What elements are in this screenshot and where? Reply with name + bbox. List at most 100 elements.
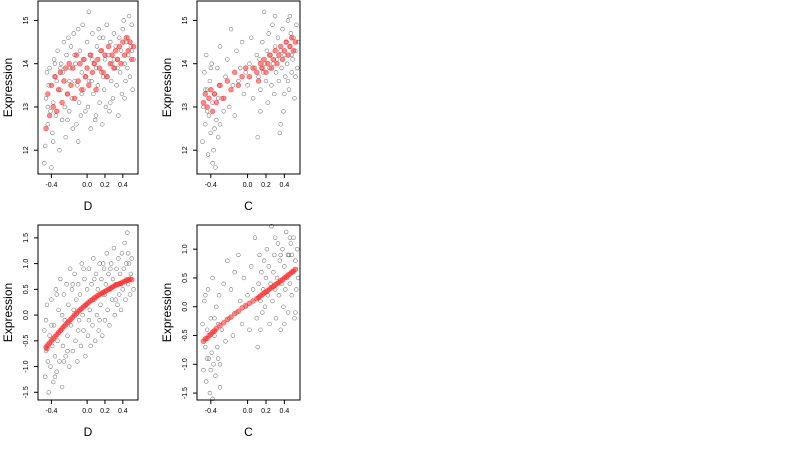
fitted-point <box>70 65 76 71</box>
fitted-point <box>45 91 51 97</box>
observed-point <box>217 385 223 390</box>
observed-point <box>52 374 58 380</box>
observed-point <box>79 70 84 75</box>
x-axis-label: D <box>84 199 93 213</box>
observed-point <box>200 139 205 144</box>
observed-point <box>88 126 93 131</box>
observed-point <box>206 356 212 361</box>
observed-point <box>285 78 291 84</box>
observed-point <box>82 276 87 282</box>
observed-point <box>200 321 205 327</box>
y-tick-label: 0.0 <box>23 310 30 320</box>
observed-point <box>65 117 70 123</box>
fitted-point <box>213 99 220 106</box>
fitted-point <box>263 69 269 76</box>
fitted-point <box>202 91 208 97</box>
observed-point <box>294 287 299 292</box>
observed-point <box>217 44 223 49</box>
fitted-point <box>73 52 80 58</box>
observed-point <box>125 65 130 71</box>
observed-point <box>78 343 84 349</box>
observed-point <box>76 100 82 105</box>
observed-point <box>241 275 247 281</box>
plot-frame <box>37 0 139 175</box>
observed-point <box>278 122 283 127</box>
observed-point <box>42 143 48 149</box>
observed-series <box>42 9 136 170</box>
observed-point <box>49 323 54 328</box>
observed-point <box>217 362 223 367</box>
observed-point <box>215 344 220 350</box>
observed-point <box>293 258 298 263</box>
observed-point <box>204 356 210 361</box>
observed-point <box>266 31 271 36</box>
fitted-point <box>91 61 97 67</box>
panel-top-left-expression-vs-d: -0.4 0.0 0.2 0.4 12 13 14 15 D Expression <box>1 0 139 213</box>
fitted-point <box>87 52 94 58</box>
observed-point <box>83 354 88 359</box>
observed-point <box>208 367 213 373</box>
observed-point <box>65 348 70 354</box>
observed-point <box>129 22 134 27</box>
observed-point <box>203 344 208 350</box>
observed-point <box>43 96 49 101</box>
observed-point <box>284 61 290 66</box>
observed-point <box>69 287 75 292</box>
observed-point <box>64 52 69 58</box>
fitted-point <box>48 82 55 89</box>
fitted-point <box>125 48 131 54</box>
observed-point <box>102 318 108 323</box>
observed-point <box>212 126 217 131</box>
observed-point <box>43 318 49 323</box>
observed-point <box>87 307 92 313</box>
observed-point <box>263 275 269 281</box>
observed-point <box>70 282 75 287</box>
observed-point <box>211 362 216 367</box>
fitted-point <box>246 73 253 80</box>
fitted-point <box>213 325 220 332</box>
observed-point <box>204 327 210 332</box>
fitted-point <box>114 56 121 63</box>
observed-point <box>267 321 272 327</box>
fitted-point <box>261 56 267 63</box>
observed-point <box>91 91 96 97</box>
observed-point <box>263 78 269 84</box>
fitted-point <box>277 43 284 50</box>
x-tick-label: 0.4 <box>279 182 289 189</box>
observed-point <box>57 148 62 153</box>
fitted-point <box>250 65 256 71</box>
observed-point <box>62 104 67 110</box>
observed-point <box>275 35 281 40</box>
x-axis-label: C <box>244 199 253 213</box>
fitted-point <box>287 43 293 50</box>
x-tick-label: -0.4 <box>45 182 57 189</box>
fitted-point <box>204 104 210 110</box>
x-tick-label: 0.4 <box>118 182 128 189</box>
observed-point <box>115 302 120 307</box>
observed-point <box>252 235 258 240</box>
fitted-point <box>206 95 212 102</box>
observed-point <box>276 78 282 84</box>
observed-point <box>223 74 228 79</box>
x-tick-label: 0.0 <box>82 408 92 415</box>
fitted-point <box>285 52 291 58</box>
observed-point <box>239 39 245 45</box>
fitted-series <box>43 276 135 352</box>
plot-frame <box>37 224 139 401</box>
y-tick-label: 13 <box>182 103 189 111</box>
observed-point <box>71 307 76 313</box>
x-tick-label: 0.4 <box>279 408 289 415</box>
plot-frame <box>196 0 301 175</box>
observed-point <box>275 241 281 246</box>
x-tick-label: -0.4 <box>205 182 217 189</box>
observed-point <box>258 87 263 92</box>
observed-point <box>228 287 234 292</box>
observed-point <box>76 26 81 32</box>
fitted-point <box>274 61 280 67</box>
observed-point <box>266 264 271 269</box>
observed-point <box>126 13 132 19</box>
fitted-point <box>59 99 65 106</box>
observed-point <box>67 78 72 84</box>
fitted-point <box>211 91 218 97</box>
y-tick-label: 12 <box>182 146 189 154</box>
